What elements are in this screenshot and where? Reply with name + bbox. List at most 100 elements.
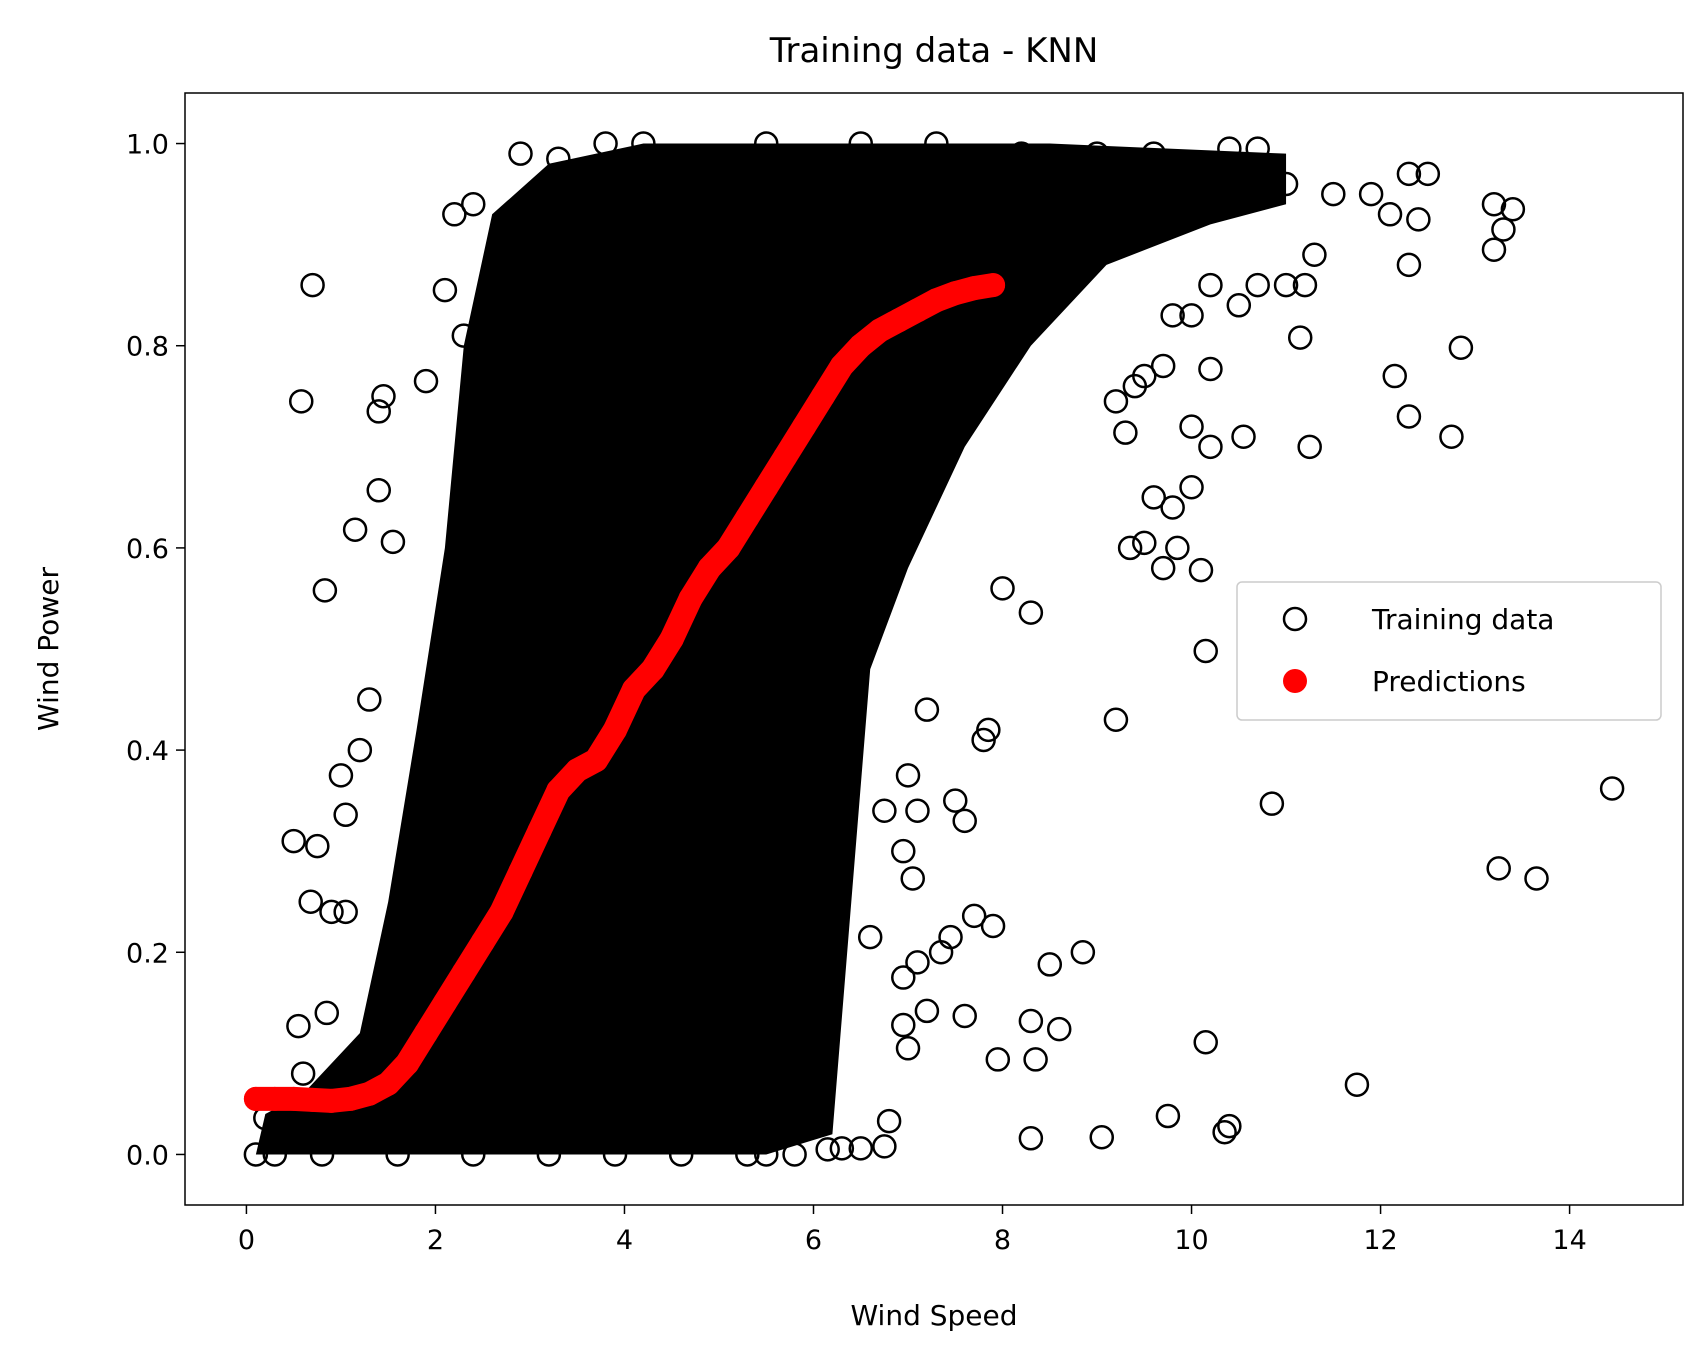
prediction-point [508,859,533,884]
training-data-point [1089,1125,1115,1150]
legend-label-predictions: Predictions [1372,665,1526,698]
y-tick-label: 0.2 [126,938,169,969]
training-data-point [872,798,897,823]
x-tick-label: 8 [994,1225,1011,1256]
training-data-point [1141,485,1166,510]
prediction-point [659,626,684,651]
training-data-point [262,1142,288,1167]
prediction-point [716,535,741,560]
training-data-point [895,763,921,788]
training-data-point [508,141,533,166]
prediction-point [886,308,911,333]
training-data-point [753,131,779,156]
training-data-point [1259,791,1285,816]
prediction-point [262,1086,287,1111]
training-data-point [602,1142,628,1167]
plot-frame [184,92,1684,1206]
y-axis-label: Wind Power [32,567,65,731]
training-data-point [286,1013,311,1039]
training-data-point [1193,638,1218,664]
training-data-point [1396,404,1422,429]
prediction-point [603,717,628,742]
training-data-point [985,1047,1011,1072]
training-data-point [1212,1119,1237,1145]
prediction-point [451,960,476,985]
training-data-point [1481,191,1507,217]
training-data-point [461,191,486,217]
prediction-point [584,748,609,773]
prediction-point [565,758,590,783]
training-data-point [451,323,477,348]
training-data-point [905,950,930,975]
training-data-point [1217,1113,1242,1139]
training-data-point [971,727,996,753]
training-data-point [1198,356,1223,382]
training-data-point [914,998,940,1024]
legend-label-training-data: Training data [1371,603,1554,636]
training-data-point [1287,325,1313,350]
training-data-point [1231,424,1256,449]
training-data-point [1193,1029,1218,1055]
training-data-point [281,828,306,854]
training-data-point [1188,557,1214,583]
training-data-point [1103,389,1129,414]
training-data-point [990,576,1015,601]
prediction-point [376,1071,401,1096]
training-data-point [312,578,338,603]
prediction-point [621,677,646,702]
training-data-point [1396,161,1422,187]
training-data-point [1245,272,1270,298]
training-data-point [442,202,467,227]
training-data-point [668,1142,694,1167]
plot-points [243,131,1625,1167]
prediction-point [546,778,571,803]
training-data-point [309,1142,335,1167]
training-data-point [1273,272,1299,298]
training-data-point [1018,600,1044,625]
x-axis-ticks: 0 2 4 6 8 10 12 14 [238,1205,1587,1256]
training-data-point [298,889,323,914]
prediction-point [962,276,987,301]
training-data-point [876,1108,902,1134]
training-data-point [385,1142,410,1167]
training-data-point [1070,940,1096,965]
x-tick-label: 10 [1174,1225,1208,1256]
training-data-point [895,1036,921,1061]
prediction-point [735,505,760,530]
training-data-point [1150,353,1176,379]
prediction-point [792,414,817,439]
x-axis-label: Wind Speed [850,1299,1017,1332]
training-data-point [848,1136,874,1161]
training-data-point [1396,252,1422,278]
training-data-point [1599,776,1625,801]
training-data-point [1179,303,1204,328]
prediction-point [414,1021,439,1046]
prediction-point [338,1086,363,1111]
prediction-point [470,930,495,955]
training-data-point [1377,202,1403,227]
training-data-point [1344,1072,1370,1097]
x-tick-label: 6 [805,1225,822,1256]
training-data-point [305,833,330,859]
training-data-point [1179,414,1204,439]
y-tick-label: 0.0 [126,1140,169,1171]
training-data-point [815,1137,840,1162]
prediction-point [243,1086,268,1111]
x-tick-label: 0 [238,1225,255,1256]
training-data-point [829,1136,855,1161]
training-data-point [319,899,344,925]
training-data-point [413,368,439,394]
y-tick-label: 1.0 [126,130,169,161]
training-data-point [1217,136,1242,161]
prediction-point [981,273,1006,298]
prediction-point [810,384,835,409]
training-data-point [288,389,314,414]
training-data-point [924,131,949,156]
training-data-point [1103,707,1129,733]
prediction-point [867,318,892,343]
training-data-point [943,788,968,813]
training-data-point [1481,237,1507,262]
prediction-point [829,353,854,378]
training-data-point [905,798,930,823]
